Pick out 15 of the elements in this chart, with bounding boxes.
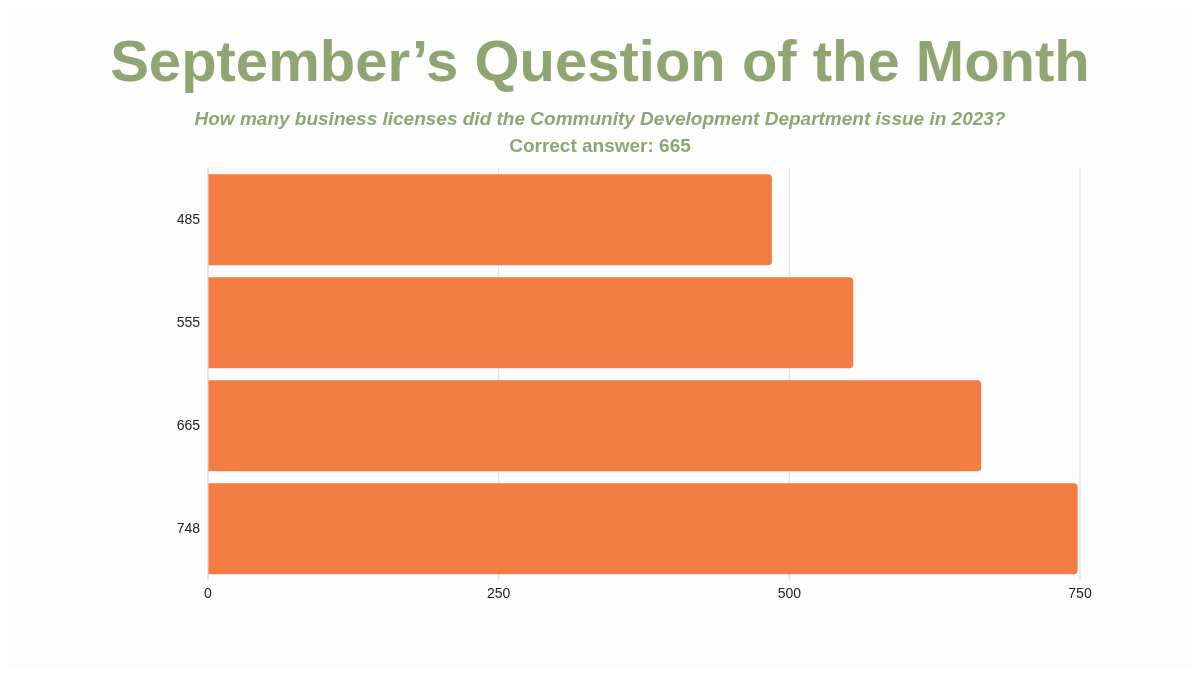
bar <box>208 380 982 472</box>
bar <box>208 277 854 369</box>
bar <box>208 483 1078 575</box>
text: Correct answer: 665 <box>508 135 692 157</box>
y-tick-label: 555 <box>176 314 201 331</box>
chart-title: September’s Question of the Month <box>109 27 1091 95</box>
y-tick-label: 665 <box>176 417 201 434</box>
y-tick-label: 485 <box>176 211 201 228</box>
x-tick-label: 750 <box>1068 584 1092 601</box>
x-tick-label: 0 <box>204 584 213 601</box>
y-tick-label: 748 <box>176 520 201 537</box>
bar <box>208 174 772 266</box>
x-tick-label: 250 <box>486 584 511 601</box>
x-tick-label: 500 <box>777 584 802 601</box>
chart-subtitle: How many business licenses did the Community Development Department issue in 2023? <box>193 108 1007 130</box>
